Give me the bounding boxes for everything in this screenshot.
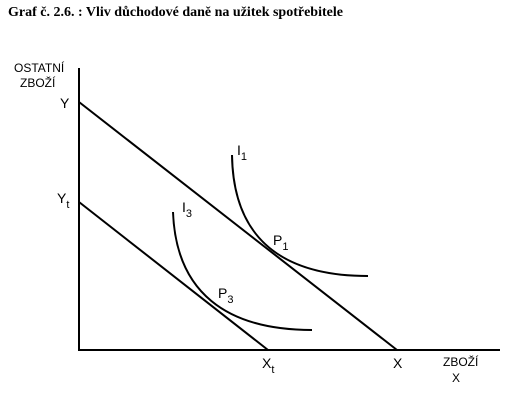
- x-axis-label: X: [452, 371, 460, 385]
- label-main: Y: [57, 190, 67, 206]
- y-axis-label: ZBOŽÍ: [20, 75, 56, 90]
- y-axis-label: OSTATNÍ: [14, 60, 65, 75]
- curve-label: I3: [182, 199, 192, 220]
- label-sub: 1: [241, 151, 247, 163]
- curve-label: I1: [237, 142, 247, 163]
- x-axis-label: ZBOŽÍ: [443, 354, 479, 369]
- point-label: P1: [273, 232, 288, 253]
- point-label: Xt: [262, 355, 274, 376]
- point-label: Yt: [57, 190, 69, 211]
- label-sub: 3: [227, 294, 233, 306]
- point-label: X: [393, 355, 403, 371]
- label-main: I: [237, 142, 241, 158]
- budget-line-taxed: [78, 201, 269, 351]
- title: Graf č. 2.6. : Vliv důchodové daně na už…: [8, 5, 343, 20]
- label-sub: t: [271, 364, 274, 376]
- label-main: I: [182, 199, 186, 215]
- label-sub: t: [66, 199, 69, 211]
- label-main: X: [262, 355, 272, 371]
- budget-line: [78, 101, 398, 351]
- label-sub: 3: [186, 208, 192, 220]
- label-main: X: [393, 355, 403, 371]
- label-main: Y: [60, 95, 70, 111]
- indifference-curve: [172, 211, 313, 331]
- label-main: P: [273, 232, 282, 248]
- point-label: Y: [60, 95, 70, 111]
- point-label: P3: [218, 285, 233, 306]
- indifference-curve: [231, 154, 369, 277]
- label-main: P: [218, 285, 227, 301]
- label-sub: 1: [282, 241, 288, 253]
